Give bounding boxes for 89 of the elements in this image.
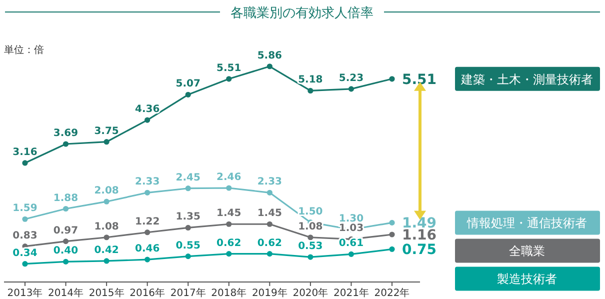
data-label: 1.30 [338, 214, 364, 224]
point [62, 258, 69, 264]
point [144, 190, 150, 196]
data-label: 0.62 [216, 238, 242, 249]
x-tick-label: 2020年 [292, 287, 328, 299]
data-label: 0.34 [12, 248, 38, 259]
text: 単位：倍 [4, 44, 44, 56]
point [226, 221, 232, 227]
data-label: 1.08 [298, 221, 323, 232]
data-label: 5.23 [338, 72, 364, 84]
point [266, 64, 272, 70]
data-label: 0.97 [53, 225, 78, 236]
data-label: 5.07 [176, 78, 200, 90]
point [266, 221, 272, 227]
point [226, 76, 232, 82]
data-label: 2.08 [94, 186, 119, 197]
point [144, 230, 150, 236]
text: 全職業 [509, 244, 545, 258]
x-tick-label: 2022年 [374, 287, 410, 299]
data-label: 1.45 [257, 208, 282, 220]
data-label: 1.22 [134, 216, 160, 228]
point [266, 251, 272, 257]
point [266, 190, 272, 196]
data-label: 1.59 [12, 203, 38, 214]
point [389, 220, 395, 226]
data-label: 2.45 [176, 172, 200, 184]
text: 製造技術者 [497, 272, 557, 286]
data-label: 5.86 [257, 50, 282, 62]
data-label: 0.55 [176, 240, 200, 252]
point [348, 251, 354, 257]
text: 情報処理・通信技術者 [466, 216, 587, 230]
point [348, 86, 354, 92]
data-label: 1.50 [298, 206, 323, 218]
point [62, 206, 69, 212]
point [22, 160, 28, 166]
x-tick-label: 2016年 [130, 287, 166, 299]
point [22, 261, 28, 267]
data-label: 1.45 [216, 208, 242, 220]
point [104, 139, 110, 145]
point [144, 117, 150, 123]
x-tick-label: 2019年 [252, 287, 288, 299]
point [308, 88, 314, 94]
point [104, 234, 110, 240]
x-tick-label: 2017年 [170, 287, 206, 299]
data-label: 2.33 [134, 176, 160, 188]
data-label: 1.35 [176, 212, 200, 223]
data-label: 4.36 [134, 104, 160, 116]
data-label: 3.69 [53, 128, 78, 140]
point [226, 185, 232, 191]
point [226, 251, 232, 257]
point [185, 186, 191, 192]
point [104, 198, 110, 204]
data-label: 1.08 [94, 221, 119, 232]
point [308, 254, 314, 260]
data-label: 0.42 [94, 244, 119, 256]
data-label: 1.88 [53, 192, 78, 204]
text: 建築・土木・測量技術者 [460, 72, 593, 86]
data-label: 0.83 [12, 230, 38, 242]
data-label: 2.33 [257, 176, 282, 188]
data-label: 5.51 [402, 72, 437, 88]
data-label: 0.75 [402, 242, 437, 258]
data-label: 0.62 [257, 238, 282, 249]
x-tick-label: 2021年 [333, 287, 369, 299]
point [389, 246, 395, 252]
point [62, 238, 69, 244]
point [62, 141, 69, 147]
point [185, 92, 191, 98]
point [389, 232, 395, 238]
point [308, 234, 314, 240]
point [389, 76, 395, 82]
x-tick-label: 2018年 [211, 287, 247, 299]
data-label: 0.61 [338, 238, 364, 250]
x-tick-label: 2013年 [7, 287, 43, 299]
point [185, 254, 191, 260]
chart-title: 各職業別の有効求人倍率 [230, 5, 374, 21]
point [22, 216, 28, 222]
point [104, 258, 110, 264]
data-label: 5.18 [298, 74, 323, 86]
data-label: 3.16 [12, 146, 38, 158]
data-label: 5.51 [216, 62, 242, 74]
data-label: 3.75 [94, 126, 119, 137]
data-label: 2.46 [216, 172, 242, 184]
point [144, 256, 150, 262]
point [185, 224, 191, 231]
x-tick-label: 2014年 [48, 287, 84, 299]
data-label: 0.53 [298, 241, 323, 252]
data-label: 0.40 [53, 246, 78, 257]
data-label: 0.46 [134, 244, 160, 255]
x-tick-label: 2015年 [88, 287, 124, 299]
